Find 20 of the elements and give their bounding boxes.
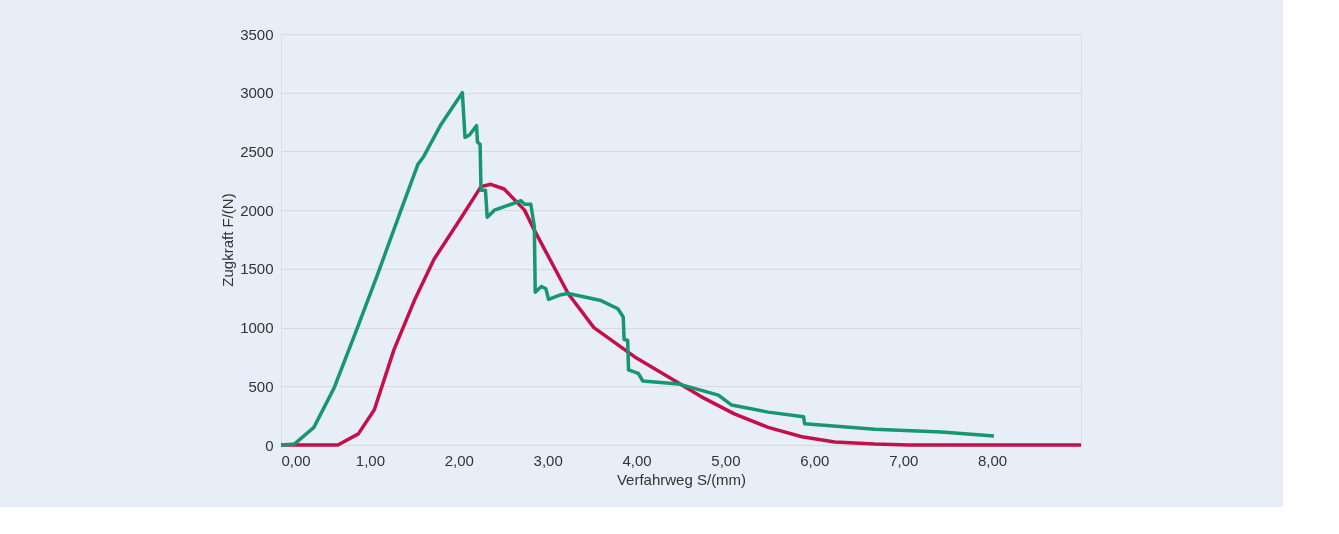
x-tick-label: 6,00	[800, 451, 830, 469]
x-axis-title: Verfahrweg S/(mm)	[616, 470, 747, 488]
x-tick-label: 0,00	[281, 451, 311, 469]
y-tick-label: 500	[248, 377, 274, 395]
x-tick-label: 3,00	[533, 451, 563, 469]
y-tick-label: 3000	[240, 84, 274, 102]
x-tick-label: 2,00	[444, 451, 474, 469]
y-axis-title: Zugkraft F/(N)	[219, 193, 237, 287]
x-tick-label: 1,00	[355, 451, 385, 469]
y-tick-label: 0	[265, 436, 274, 454]
x-tick-label: 5,00	[711, 451, 741, 469]
x-tick-label: 7,00	[889, 451, 919, 469]
line-series	[279, 90, 996, 447]
y-tick-label: 1000	[240, 319, 274, 337]
x-tick-label: 4,00	[622, 451, 652, 469]
y-tick-label: 1500	[240, 260, 274, 278]
y-tick-label: 3500	[240, 25, 274, 43]
y-tick-label: 2000	[240, 201, 274, 219]
x-tick-label: 8,00	[978, 451, 1008, 469]
y-tick-label: 2500	[240, 142, 274, 160]
